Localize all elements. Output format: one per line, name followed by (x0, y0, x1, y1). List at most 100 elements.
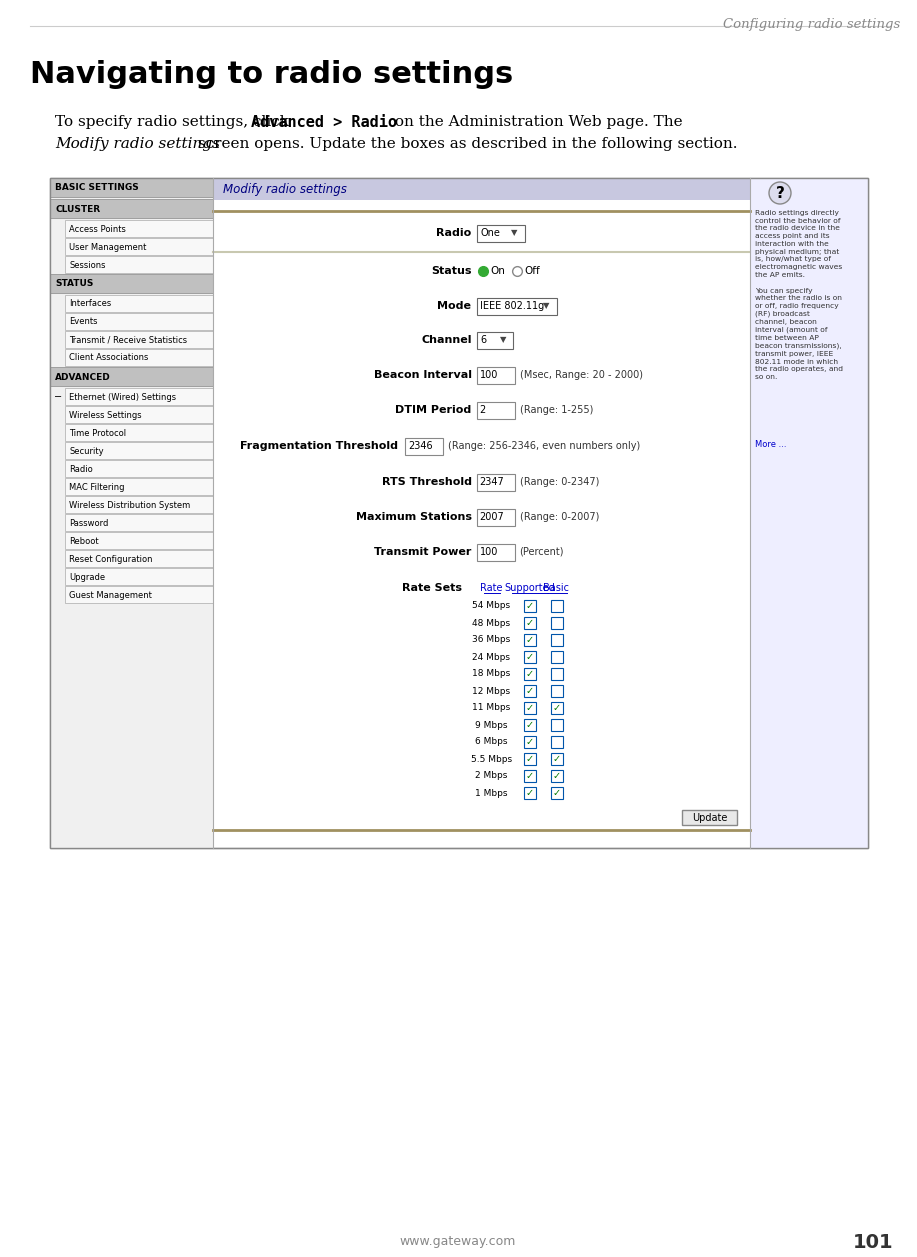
Text: To specify radio settings, click: To specify radio settings, click (55, 114, 293, 129)
Text: Wireless Settings: Wireless Settings (69, 411, 141, 420)
Bar (65, 256, 213, 273)
Text: (Range: 0-2007): (Range: 0-2007) (520, 512, 599, 522)
Text: (Range: 0-2347): (Range: 0-2347) (520, 476, 599, 486)
Text: ✓: ✓ (525, 771, 534, 781)
Text: ✓: ✓ (525, 601, 534, 611)
Text: Access Points: Access Points (69, 225, 126, 234)
Bar (524, 719, 536, 732)
Bar (477, 298, 557, 316)
Bar (65, 551, 213, 567)
Bar (750, 178, 868, 848)
Text: RTS Threshold: RTS Threshold (381, 476, 471, 486)
Bar (477, 544, 514, 561)
Text: Mode: Mode (437, 300, 471, 310)
Text: 2 Mbps: 2 Mbps (475, 772, 508, 781)
Text: 2007: 2007 (480, 512, 504, 522)
Text: Radio: Radio (69, 465, 93, 474)
Bar (477, 402, 514, 419)
Text: 11 Mbps: 11 Mbps (472, 704, 511, 713)
Text: Radio settings directly
control the behavior of
the radio device in the
access p: Radio settings directly control the beha… (755, 210, 843, 381)
Bar (65, 388, 213, 405)
Text: ✓: ✓ (525, 788, 534, 798)
Bar (550, 771, 562, 782)
Text: ✓: ✓ (552, 788, 560, 798)
Bar (524, 667, 536, 680)
Bar (550, 600, 562, 612)
Bar (477, 474, 514, 491)
Text: DTIM Period: DTIM Period (395, 405, 471, 415)
Text: on the Administration Web page. The: on the Administration Web page. The (390, 114, 682, 129)
Bar (524, 753, 536, 766)
Bar (524, 685, 536, 696)
Bar (65, 238, 213, 255)
Text: 36 Mbps: 36 Mbps (472, 636, 511, 645)
Bar (550, 719, 562, 732)
Bar (477, 367, 514, 383)
Bar (477, 332, 513, 349)
Text: 24 Mbps: 24 Mbps (472, 652, 511, 661)
Text: 100: 100 (480, 370, 498, 380)
Text: 18 Mbps: 18 Mbps (472, 670, 511, 679)
Text: On: On (491, 266, 505, 277)
Bar (405, 437, 443, 455)
Text: 5.5 Mbps: 5.5 Mbps (471, 754, 512, 763)
Bar (550, 617, 562, 628)
Text: Wireless Distribution System: Wireless Distribution System (69, 500, 190, 509)
Text: ▼: ▼ (543, 302, 550, 310)
Bar (65, 331, 213, 348)
Bar (50, 178, 213, 848)
Bar (65, 313, 213, 331)
Text: (Range: 256-2346, even numbers only): (Range: 256-2346, even numbers only) (448, 441, 640, 451)
Bar (477, 225, 525, 243)
Text: ▼: ▼ (512, 229, 518, 238)
Bar (213, 178, 750, 200)
Text: CLUSTER: CLUSTER (55, 205, 100, 214)
Text: (Percent): (Percent) (520, 547, 564, 557)
Text: 6 Mbps: 6 Mbps (475, 738, 508, 747)
Bar (524, 701, 536, 714)
Text: Password: Password (69, 518, 108, 528)
Text: (Msec, Range: 20 - 2000): (Msec, Range: 20 - 2000) (520, 370, 643, 380)
Bar (682, 810, 737, 825)
Text: ✓: ✓ (525, 686, 534, 696)
Text: Rate Sets: Rate Sets (402, 583, 461, 593)
Text: Guest Management: Guest Management (69, 591, 152, 600)
Text: 2346: 2346 (408, 441, 433, 451)
Bar (524, 787, 536, 799)
Text: Client Associations: Client Associations (69, 353, 149, 362)
Bar (524, 737, 536, 748)
Text: Modify radio settings: Modify radio settings (55, 137, 220, 151)
Text: ✓: ✓ (525, 720, 534, 730)
Text: ADVANCED: ADVANCED (55, 372, 111, 382)
Bar (550, 701, 562, 714)
Bar (65, 442, 213, 459)
Bar (65, 568, 213, 585)
Bar (524, 771, 536, 782)
Text: Transmit / Receive Statistics: Transmit / Receive Statistics (69, 336, 187, 344)
Bar (65, 220, 213, 238)
Text: IEEE 802.11g: IEEE 802.11g (481, 300, 545, 310)
Bar (50, 178, 868, 848)
Text: 54 Mbps: 54 Mbps (472, 602, 511, 611)
Text: Basic: Basic (544, 583, 569, 593)
Text: More ...: More ... (755, 440, 787, 449)
Text: Reset Configuration: Reset Configuration (69, 554, 152, 563)
Text: ▼: ▼ (501, 336, 507, 344)
Text: Events: Events (69, 318, 97, 327)
Bar (65, 478, 213, 495)
Text: BASIC SETTINGS: BASIC SETTINGS (55, 184, 138, 192)
Text: 100: 100 (480, 547, 498, 557)
Text: 2347: 2347 (480, 476, 504, 486)
Text: www.gateway.com: www.gateway.com (400, 1236, 516, 1248)
Text: 48 Mbps: 48 Mbps (472, 618, 511, 627)
Text: (Range: 1-255): (Range: 1-255) (520, 405, 593, 415)
Bar (50, 367, 213, 386)
Text: Supported: Supported (504, 583, 555, 593)
Text: 101: 101 (853, 1233, 893, 1252)
Text: ?: ? (776, 186, 784, 201)
Text: 1 Mbps: 1 Mbps (475, 788, 508, 797)
Text: Reboot: Reboot (69, 537, 99, 546)
Text: ✓: ✓ (525, 635, 534, 645)
Text: ✓: ✓ (552, 754, 560, 764)
Text: Update: Update (692, 813, 728, 823)
